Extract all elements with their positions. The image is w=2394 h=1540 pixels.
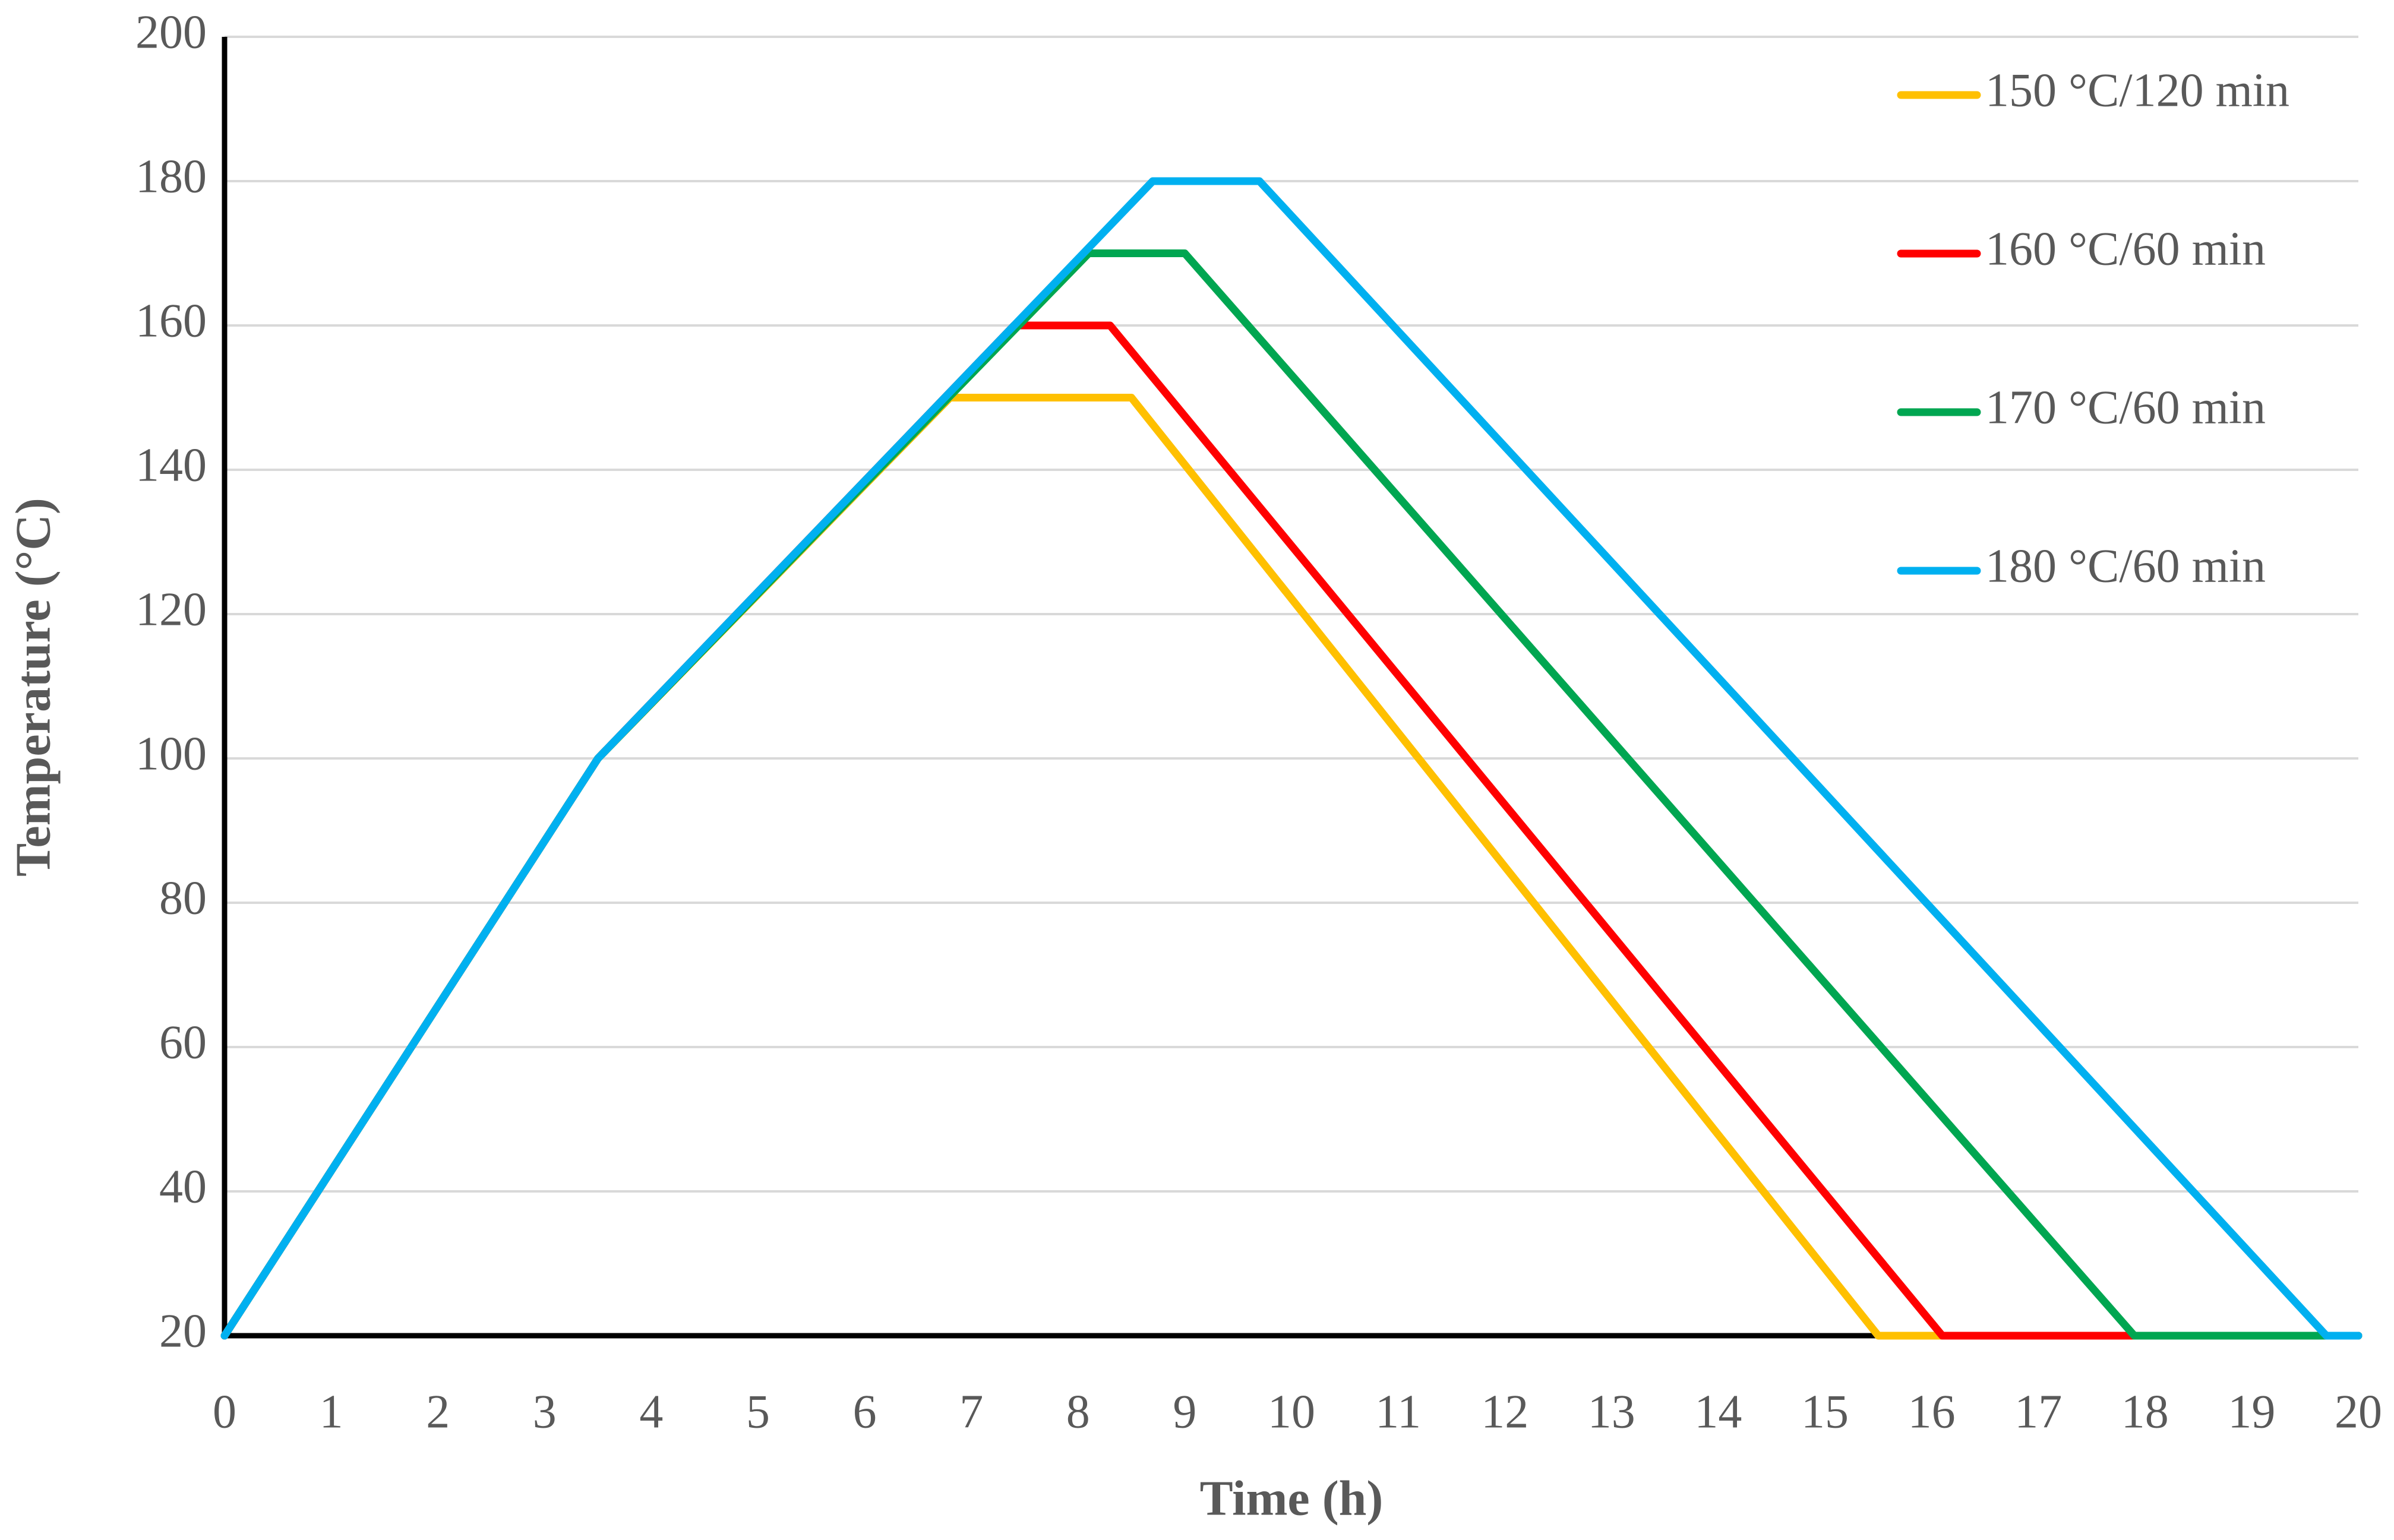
y-tick-label: 80 (159, 872, 207, 924)
y-tick-label: 60 (159, 1016, 207, 1068)
x-tick-label: 19 (2228, 1386, 2275, 1438)
x-tick-label: 0 (213, 1386, 236, 1438)
x-tick-label: 7 (959, 1386, 983, 1438)
x-tick-label: 8 (1066, 1386, 1090, 1438)
y-tick-label: 40 (159, 1160, 207, 1213)
x-tick-label: 15 (1801, 1386, 1849, 1438)
x-tick-label: 9 (1173, 1386, 1196, 1438)
y-axis-title: Temperature (°C) (5, 498, 61, 877)
x-axis-title: Time (h) (1200, 1471, 1384, 1526)
x-tick-label: 12 (1481, 1386, 1528, 1438)
y-tick-label: 100 (135, 728, 207, 780)
legend-label: 170 °C/60 min (1985, 381, 2266, 434)
x-tick-label: 16 (1908, 1386, 1956, 1438)
legend-label: 160 °C/60 min (1985, 223, 2266, 275)
y-tick-label: 20 (159, 1305, 207, 1357)
legend-label: 150 °C/120 min (1985, 64, 2289, 116)
x-tick-label: 1 (320, 1386, 343, 1438)
series-line (220, 177, 2363, 1340)
x-tick-label: 2 (426, 1386, 450, 1438)
x-tick-label: 18 (2121, 1386, 2169, 1438)
x-tick-label: 10 (1268, 1386, 1315, 1438)
y-tick-label: 180 (135, 150, 207, 203)
x-tick-label: 6 (853, 1386, 877, 1438)
y-tick-label: 140 (135, 439, 207, 491)
x-tick-label: 11 (1375, 1386, 1421, 1438)
y-tick-label: 200 (135, 6, 207, 58)
y-tick-label: 160 (135, 295, 207, 347)
x-tick-label: 5 (746, 1386, 770, 1438)
x-tick-label: 17 (2014, 1386, 2062, 1438)
x-tick-label: 13 (1588, 1386, 1635, 1438)
x-tick-label: 4 (639, 1386, 663, 1438)
series-line (220, 321, 2363, 1340)
x-tick-label: 3 (533, 1386, 557, 1438)
legend-label: 180 °C/60 min (1985, 540, 2266, 592)
x-tick-label: 20 (2335, 1386, 2382, 1438)
series-line (220, 394, 2363, 1340)
y-tick-label: 120 (135, 583, 207, 635)
x-tick-label: 14 (1694, 1386, 1742, 1438)
